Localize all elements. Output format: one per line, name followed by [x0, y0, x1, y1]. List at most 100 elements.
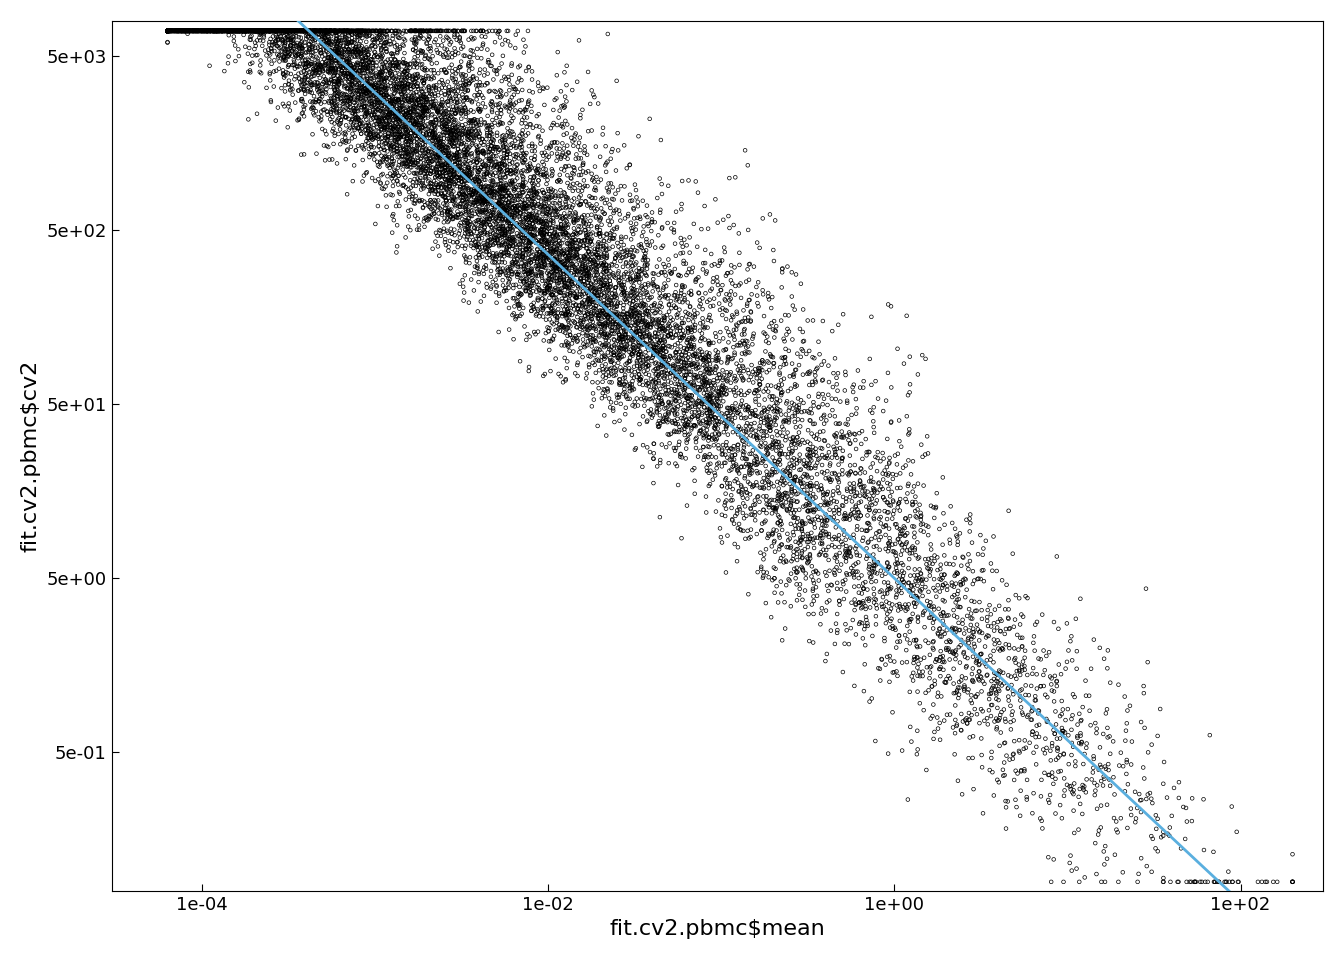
Point — [324, 74, 345, 89]
Point — [720, 441, 742, 456]
Point — [157, 23, 179, 38]
Point — [345, 109, 367, 125]
Point — [488, 228, 509, 244]
Point — [798, 442, 820, 457]
Point — [911, 576, 933, 591]
Point — [157, 23, 179, 38]
Point — [410, 98, 431, 113]
Point — [621, 324, 642, 339]
Point — [157, 23, 179, 38]
Point — [961, 629, 982, 644]
Point — [157, 23, 179, 38]
Point — [797, 526, 818, 541]
Point — [405, 23, 426, 38]
Point — [816, 646, 837, 661]
Point — [999, 640, 1020, 656]
Point — [316, 23, 337, 38]
Point — [157, 23, 179, 38]
Point — [185, 23, 207, 38]
Point — [509, 286, 531, 301]
Point — [208, 23, 230, 38]
Point — [520, 278, 542, 294]
Point — [1042, 738, 1063, 754]
Point — [243, 23, 265, 38]
Point — [180, 23, 202, 38]
Point — [157, 23, 179, 38]
Point — [1008, 663, 1030, 679]
Point — [777, 425, 798, 441]
Point — [695, 374, 716, 390]
Point — [870, 564, 891, 579]
Point — [746, 428, 767, 444]
Point — [206, 23, 227, 38]
Point — [856, 523, 878, 539]
Point — [464, 184, 485, 200]
Point — [437, 150, 458, 165]
Point — [699, 396, 720, 412]
Point — [200, 23, 222, 38]
Point — [692, 440, 714, 455]
Point — [621, 307, 642, 323]
Point — [558, 248, 579, 263]
Point — [762, 441, 784, 456]
Point — [308, 23, 329, 38]
Point — [734, 387, 755, 402]
Point — [398, 153, 419, 168]
Point — [247, 23, 269, 38]
Point — [157, 23, 179, 38]
Point — [969, 663, 991, 679]
Point — [847, 518, 868, 534]
Point — [429, 133, 450, 149]
Point — [528, 277, 550, 293]
Point — [866, 573, 887, 588]
Point — [329, 23, 351, 38]
Point — [1129, 793, 1150, 808]
Point — [394, 116, 415, 132]
Point — [207, 23, 228, 38]
Point — [325, 23, 347, 38]
Point — [667, 336, 688, 351]
Point — [496, 240, 517, 255]
Point — [544, 252, 566, 268]
Point — [349, 68, 371, 84]
Point — [653, 351, 675, 367]
Point — [484, 157, 505, 173]
Point — [294, 52, 316, 67]
Point — [191, 23, 212, 38]
Point — [157, 23, 179, 38]
Point — [157, 23, 179, 38]
Point — [827, 450, 848, 466]
Point — [945, 566, 966, 582]
Point — [317, 23, 339, 38]
Point — [732, 495, 754, 511]
Point — [429, 135, 450, 151]
Point — [497, 23, 519, 38]
Point — [930, 557, 952, 572]
Point — [620, 263, 641, 278]
Point — [215, 23, 237, 38]
Point — [863, 540, 884, 555]
Point — [157, 23, 179, 38]
Point — [394, 63, 415, 79]
Point — [468, 248, 489, 263]
Point — [679, 338, 700, 353]
Point — [485, 177, 507, 192]
Point — [347, 83, 368, 98]
Point — [781, 485, 802, 500]
Point — [422, 91, 444, 107]
Point — [438, 243, 460, 258]
Point — [413, 23, 434, 38]
Point — [258, 52, 280, 67]
Point — [878, 466, 899, 481]
Point — [491, 198, 512, 213]
Point — [517, 209, 539, 225]
Point — [362, 64, 383, 80]
Point — [276, 23, 297, 38]
Point — [800, 531, 821, 546]
Point — [605, 396, 626, 411]
Point — [724, 170, 746, 185]
Point — [625, 322, 646, 337]
Point — [524, 228, 546, 244]
Point — [1007, 627, 1028, 642]
Point — [383, 102, 405, 117]
